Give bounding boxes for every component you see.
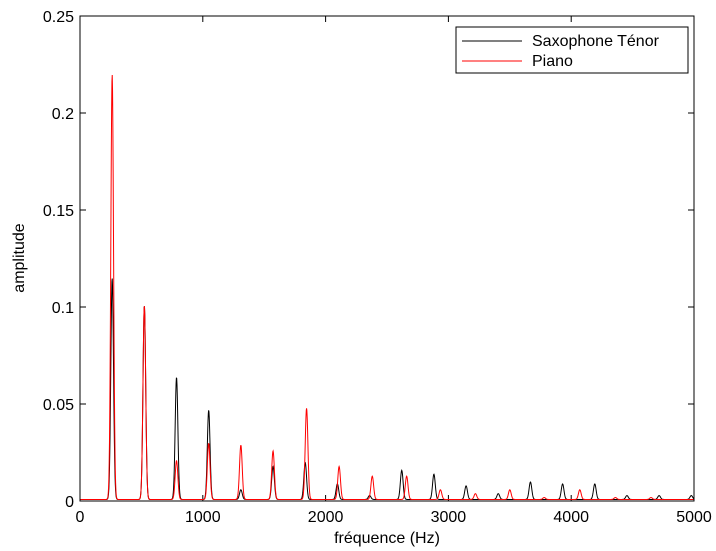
plot-frame xyxy=(79,15,695,502)
x-tick-label: 5000 xyxy=(676,509,712,526)
x-tick-label: 4000 xyxy=(553,509,589,526)
y-axis-label: amplitude xyxy=(11,223,28,292)
y-tick-label: 0.15 xyxy=(43,203,74,220)
x-tick-label: 0 xyxy=(76,509,85,526)
x-tick-label: 2000 xyxy=(308,509,344,526)
legend-box xyxy=(455,26,689,74)
series-layer xyxy=(80,75,695,500)
x-tick-label: 3000 xyxy=(431,509,467,526)
legend: Saxophone Ténor Piano xyxy=(455,26,689,74)
series-line-piano xyxy=(80,75,694,500)
y-tick-label: 0 xyxy=(65,494,74,511)
legend-label-piano: Piano xyxy=(532,53,573,70)
x-axis-label: fréquence (Hz) xyxy=(334,530,440,547)
axis-ticks: 0 1000 2000 3000 4000 5000 0 0.05 0.1 0.15 0.2 0.25 xyxy=(43,9,712,526)
plot-background xyxy=(80,16,694,501)
y-tick-label: 0.2 xyxy=(52,106,74,123)
y-tick-label: 0.1 xyxy=(52,300,74,317)
legend-label-saxophone: Saxophone Ténor xyxy=(532,33,660,50)
x-tick-label: 1000 xyxy=(185,509,221,526)
y-tick-label: 0.05 xyxy=(43,397,74,414)
y-tick-label: 0.25 xyxy=(43,9,74,26)
